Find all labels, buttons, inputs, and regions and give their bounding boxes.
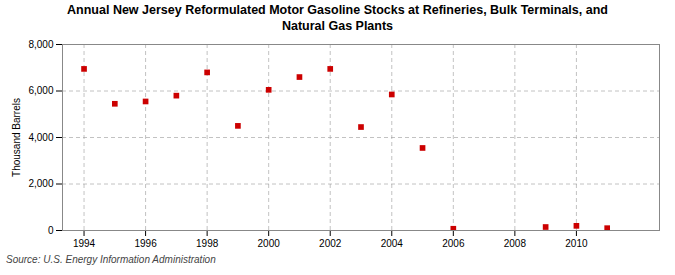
svg-text:8,000: 8,000 bbox=[28, 39, 53, 50]
html-text:Source: U.S. Energy Informatio: Source: U.S. Energy Information Administ… bbox=[6, 254, 216, 266]
svg-text:2004: 2004 bbox=[381, 238, 404, 249]
svg-text:1998: 1998 bbox=[196, 238, 219, 249]
svg-text:1994: 1994 bbox=[73, 238, 96, 249]
svg-text:1996: 1996 bbox=[134, 238, 157, 249]
svg-text:2,000: 2,000 bbox=[28, 178, 53, 189]
svg-text:Thousand Barrels: Thousand Barrels bbox=[11, 98, 22, 177]
html-text:Annual New Jersey Reformulated: Annual New Jersey Reformulated Motor Gas… bbox=[67, 3, 608, 33]
svg-text:6,000: 6,000 bbox=[28, 85, 53, 96]
svg-text:2006: 2006 bbox=[442, 238, 465, 249]
svg-text:2008: 2008 bbox=[504, 238, 527, 249]
svg-text:4,000: 4,000 bbox=[28, 132, 53, 143]
svg-text:2002: 2002 bbox=[319, 238, 342, 249]
svg-text:2000: 2000 bbox=[258, 238, 281, 249]
svg-text:2010: 2010 bbox=[565, 238, 588, 249]
svg-text:0: 0 bbox=[48, 225, 54, 236]
